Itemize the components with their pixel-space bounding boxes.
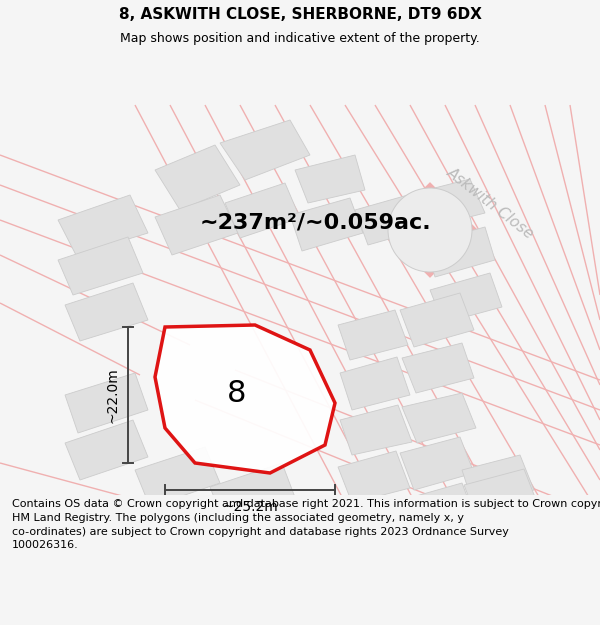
Polygon shape — [338, 451, 410, 503]
Text: 8, ASKWITH CLOSE, SHERBORNE, DT9 6DX: 8, ASKWITH CLOSE, SHERBORNE, DT9 6DX — [119, 7, 481, 22]
Polygon shape — [464, 469, 538, 521]
Polygon shape — [155, 325, 335, 473]
Polygon shape — [135, 447, 220, 507]
Polygon shape — [65, 283, 148, 341]
Polygon shape — [155, 145, 240, 210]
Polygon shape — [402, 343, 474, 393]
Polygon shape — [402, 483, 476, 535]
Polygon shape — [338, 310, 408, 360]
Polygon shape — [65, 373, 148, 433]
Polygon shape — [402, 393, 476, 443]
Polygon shape — [65, 420, 148, 480]
Polygon shape — [425, 227, 495, 277]
Text: ~25.2m: ~25.2m — [222, 500, 278, 514]
Text: ~22.0m: ~22.0m — [106, 367, 120, 423]
Polygon shape — [430, 273, 502, 323]
Polygon shape — [400, 293, 474, 347]
Circle shape — [388, 188, 472, 272]
Text: Contains OS data © Crown copyright and database right 2021. This information is : Contains OS data © Crown copyright and d… — [12, 499, 600, 550]
Polygon shape — [155, 195, 238, 255]
Polygon shape — [340, 357, 410, 410]
Polygon shape — [355, 193, 428, 245]
Text: ~237m²/~0.059ac.: ~237m²/~0.059ac. — [200, 213, 431, 233]
Polygon shape — [415, 179, 485, 227]
Polygon shape — [210, 463, 296, 523]
Polygon shape — [58, 195, 148, 255]
Polygon shape — [462, 455, 534, 507]
Polygon shape — [340, 405, 412, 455]
Polygon shape — [225, 183, 300, 238]
Polygon shape — [58, 237, 143, 295]
Polygon shape — [290, 198, 363, 251]
Polygon shape — [220, 120, 310, 180]
Polygon shape — [295, 155, 365, 203]
Text: Askwith Close: Askwith Close — [443, 164, 536, 242]
Polygon shape — [400, 437, 474, 490]
Text: Map shows position and indicative extent of the property.: Map shows position and indicative extent… — [120, 32, 480, 45]
Text: 8: 8 — [227, 379, 247, 409]
Polygon shape — [340, 497, 415, 549]
